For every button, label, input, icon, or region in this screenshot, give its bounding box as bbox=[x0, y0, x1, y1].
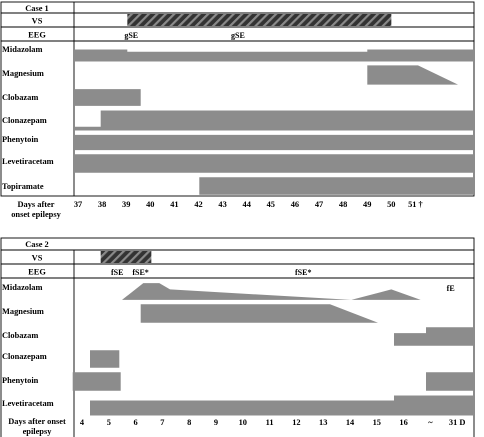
case-2-title: Case 2 bbox=[25, 240, 49, 249]
case-2-eeg-annotation-1: fSE bbox=[111, 268, 123, 277]
case-2-phenytoin-bar-1 bbox=[72, 372, 121, 391]
case-2-drug-area-frame bbox=[0, 277, 475, 437]
case-1-tick-label: 37 bbox=[74, 200, 82, 209]
case-2-drug-bars bbox=[72, 283, 474, 416]
case-2-tick-label: 7 bbox=[160, 418, 164, 427]
case-2-drug-label-clobazam: Clobazam bbox=[2, 331, 38, 340]
case-2-axis-ticks: 4 5 6 7 8 9 10 11 12 13 14 15 16 ~ 31 D bbox=[80, 418, 466, 427]
case-1-tick-label: 42 bbox=[194, 200, 202, 209]
case-2-axis-label-line-2: epilepsy bbox=[23, 427, 53, 436]
case-2-vs-label: VS bbox=[32, 254, 43, 263]
case-2-clobazam-bar bbox=[394, 327, 474, 346]
case-1-title: Case 1 bbox=[25, 4, 49, 13]
case-1-clobazam-bar bbox=[74, 89, 141, 106]
case-1-drug-label-clobazam: Clobazam bbox=[2, 93, 38, 102]
case-2-drug-label-levetiracetam: Levetiracetam bbox=[2, 399, 54, 408]
case-1-drug-label-clonazepam: Clonazepam bbox=[2, 116, 47, 125]
case-1-tick-label: 46 bbox=[291, 200, 299, 209]
case-2-tick-label: 5 bbox=[107, 418, 111, 427]
case-1-eeg-annotation-1: gSE bbox=[124, 31, 138, 40]
case-1-tick-label: 44 bbox=[243, 200, 252, 209]
case-1-eeg-label: EEG bbox=[28, 31, 46, 40]
case-1-tick-label: 48 bbox=[339, 200, 347, 209]
case-2-tick-label: 10 bbox=[239, 418, 247, 427]
case-1-tick-label: 39 bbox=[122, 200, 130, 209]
case-2-drug-label-phenytoin: Phenytoin bbox=[2, 376, 39, 385]
case-1-vs-label: VS bbox=[32, 17, 43, 26]
case-2-clonazepam-bar bbox=[90, 350, 120, 368]
case-1-levetiracetam-bar bbox=[74, 154, 474, 173]
case-1-eeg-annotation-2: gSE bbox=[231, 31, 245, 40]
case-1-midazolam-bar bbox=[74, 49, 474, 62]
case-2-tick-label: 8 bbox=[187, 418, 191, 427]
case-1-clonazepam-bar bbox=[74, 110, 474, 131]
case-1-tick-label: 51 † bbox=[408, 200, 423, 209]
case-2-tick-label: 4 bbox=[80, 418, 85, 427]
case-1-drug-bars bbox=[74, 49, 475, 195]
case-1-topiramate-bar bbox=[199, 177, 475, 195]
case-1-magnesium-bar bbox=[367, 65, 458, 85]
case-2-phenytoin-bar-2 bbox=[426, 372, 474, 391]
case-1-drug-label-phenytoin: Phenytoin bbox=[2, 135, 39, 144]
case-2-vs-frame bbox=[0, 249, 475, 265]
case-2-tick-label: 31 D bbox=[449, 418, 466, 427]
case-2-drug-label-midazolam: Midazolam bbox=[2, 283, 42, 292]
case-2-tick-label: 9 bbox=[214, 418, 218, 427]
case-1-drug-label-magnesium: Magnesium bbox=[2, 69, 44, 78]
case-1-axis-label-line-1: Days after bbox=[18, 200, 55, 209]
case-2-tick-label: 14 bbox=[346, 418, 355, 427]
case-1-axis-ticks: 37 38 39 40 41 42 43 44 45 46 47 48 49 5… bbox=[74, 200, 423, 209]
case-2-eeg-label: EEG bbox=[28, 268, 46, 277]
case-1-tick-label: 41 bbox=[170, 200, 178, 209]
case-2-midazolam-bar-1 bbox=[122, 283, 352, 300]
case-2-tick-label: 12 bbox=[292, 418, 300, 427]
case-1-vs-bar bbox=[127, 14, 392, 26]
case-1-tick-label: 50 bbox=[387, 200, 395, 209]
case-1-drug-label-topiramate: Topiramate bbox=[2, 182, 44, 191]
case-1-tick-label: 40 bbox=[146, 200, 154, 209]
case-1-tick-label: 49 bbox=[363, 200, 371, 209]
case-2-panel: Case 2 VS EEG fSE fSE* fSE* Midazolam Ma… bbox=[0, 237, 475, 437]
case-2-tick-label: ~ bbox=[428, 418, 433, 427]
case-1-tick-label: 45 bbox=[267, 200, 275, 209]
case-2-drug-label-clonazepam: Clonazepam bbox=[2, 352, 47, 361]
case-2-drug-label-magnesium: Magnesium bbox=[2, 307, 44, 316]
case-2-tick-label: 15 bbox=[373, 418, 381, 427]
case-1-drug-label-levetiracetam: Levetiracetam bbox=[2, 157, 54, 166]
case-2-title-frame bbox=[0, 237, 475, 251]
case-2-eeg-annotation-2: fSE* bbox=[132, 268, 148, 277]
case-2-tick-label: 11 bbox=[266, 418, 274, 427]
case-1-tick-label: 38 bbox=[98, 200, 106, 209]
case-1-drug-label-midazolam: Midazolam bbox=[2, 45, 42, 54]
case-2-tick-label: 6 bbox=[134, 418, 138, 427]
case-1-panel: Case 1 VS EEG gSE gSE Midazolam Magnesiu… bbox=[0, 1, 475, 219]
case-2-tick-label: 13 bbox=[319, 418, 327, 427]
case-2-levetiracetam-bar bbox=[90, 395, 474, 416]
case-2-midazolam-fe-label: fE bbox=[447, 284, 455, 293]
case-2-axis-label-line-1: Days after onset bbox=[8, 417, 66, 426]
case-1-phenytoin-bar bbox=[74, 134, 474, 151]
case-1-tick-label: 47 bbox=[315, 200, 323, 209]
case-2-magnesium-bar bbox=[140, 304, 378, 323]
case-2-vs-bar bbox=[100, 251, 152, 263]
case-2-eeg-annotation-3: fSE* bbox=[295, 268, 311, 277]
case-1-axis-label-line-2: onset epilepsy bbox=[11, 210, 61, 219]
case-2-tick-label: 16 bbox=[399, 418, 407, 427]
case-2-eeg-frame bbox=[0, 263, 475, 279]
case-2-midazolam-bar-2 bbox=[351, 289, 421, 300]
case-1-tick-label: 43 bbox=[218, 200, 226, 209]
case-1-title-frame bbox=[0, 1, 475, 14]
